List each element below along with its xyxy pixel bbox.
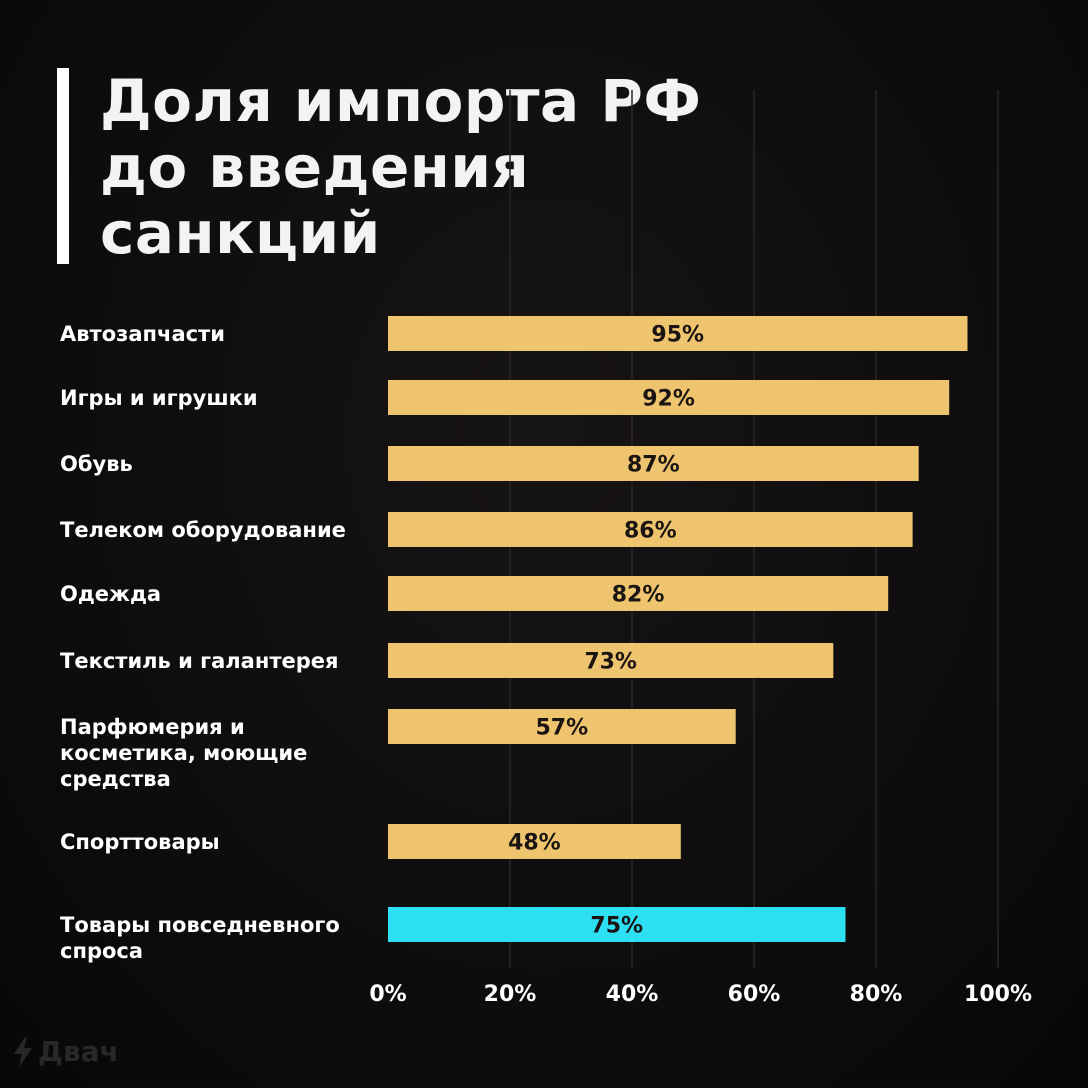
bar [388,380,950,415]
category-label: спроса [60,939,143,963]
category-label: Спорттовары [60,830,220,854]
category-label: Обувь [60,452,133,476]
category-label: Текстиль и галантерея [60,649,339,673]
title-line-1: Доля импорта РФ [100,67,702,135]
bar-value-label: 87% [627,453,680,478]
watermark-text: Двач [38,1035,119,1068]
category-label: средства [60,767,171,791]
bar-value-label: 86% [624,519,677,544]
category-label: Игры и игрушки [60,386,258,410]
bar-value-label: 95% [651,323,704,348]
category-label: Автозапчасти [60,322,225,346]
category-label: косметика, моющие [60,741,307,765]
category-label: Телеком оборудование [60,518,346,542]
category-label: Парфюмерия и [60,715,245,739]
page-title: Доля импорта РФ до введения санкций [100,68,701,266]
x-tick-label: 60% [728,982,781,1007]
title-accent-bar [57,68,69,264]
bar [388,709,736,744]
bar [388,824,681,859]
bar-value-label: 75% [590,914,643,939]
bar-value-label: 92% [642,387,695,412]
x-tick-label: 40% [606,982,659,1007]
bar-value-label: 82% [612,583,665,608]
lightning-icon [14,1036,32,1067]
bar [388,512,913,547]
bar [388,446,919,481]
title-line-3: санкций [100,199,381,267]
bar-value-label: 48% [508,831,561,856]
bar-value-label: 73% [584,650,637,675]
bar-highlight [388,907,846,942]
bar [388,316,968,351]
x-tick-label: 0% [369,982,406,1007]
x-tick-label: 20% [484,982,537,1007]
bar [388,576,889,611]
category-label: Товары повседневного [60,913,340,937]
watermark: Двач [14,1035,119,1068]
title-line-2: до введения [100,133,530,201]
x-tick-label: 100% [964,982,1032,1007]
bar [388,643,834,678]
bar-value-label: 57% [536,716,589,741]
x-tick-label: 80% [850,982,903,1007]
category-label: Одежда [60,582,161,606]
